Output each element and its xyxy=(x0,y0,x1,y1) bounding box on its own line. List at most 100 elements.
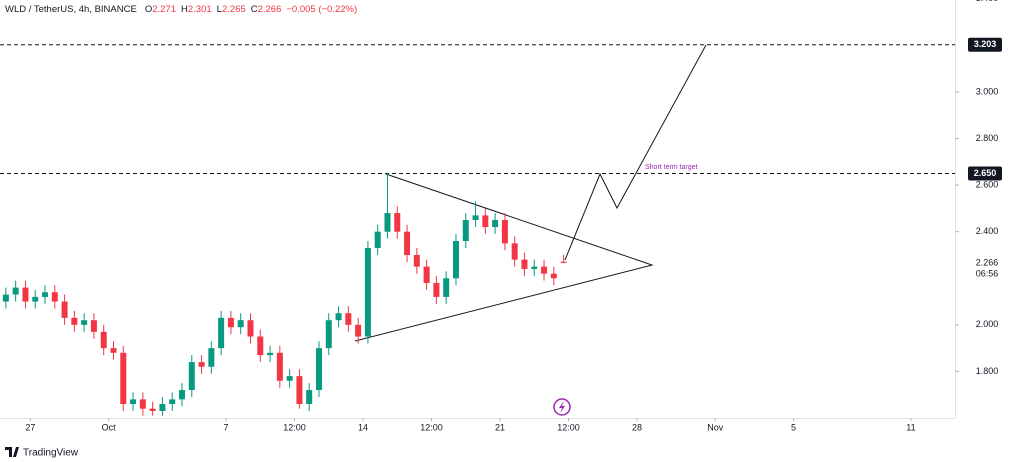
candle-body xyxy=(511,243,518,260)
x-tick-label: 27 xyxy=(25,422,35,432)
x-tick-label: 7 xyxy=(224,422,229,432)
last-price-label: 2.266 xyxy=(976,257,999,267)
annotation: Short term target xyxy=(645,164,698,171)
y-tick-label: 2.400 xyxy=(976,226,999,236)
triangle-lines xyxy=(354,173,654,342)
candle-body xyxy=(90,320,97,332)
candle-body xyxy=(492,220,499,228)
ohlc-key: L xyxy=(217,4,222,15)
candle-body xyxy=(462,220,469,242)
candle-body xyxy=(472,215,479,221)
candle-body xyxy=(482,215,489,228)
candle-body xyxy=(32,296,39,302)
header: WLD / TetherUS, 4h, BINANCE O2.271 H2.301 L… xyxy=(5,4,357,15)
candle-body xyxy=(325,320,332,349)
candle-body xyxy=(149,408,156,412)
logo-mark xyxy=(5,447,19,457)
candle-body xyxy=(247,320,254,337)
logo: TradingView xyxy=(5,447,79,459)
x-tick-label: 14 xyxy=(358,422,368,432)
candle-body xyxy=(404,231,411,255)
candle-body xyxy=(364,248,371,337)
candle-body xyxy=(198,362,205,367)
y-tick-label: 2.800 xyxy=(976,133,999,143)
candle-body xyxy=(139,399,146,409)
x-tick-label: Oct xyxy=(102,422,117,432)
candle-body xyxy=(81,320,88,325)
candle-body xyxy=(61,301,68,318)
candle-body xyxy=(159,404,166,412)
y-tick-label: 3.400 xyxy=(976,0,999,3)
candle-body xyxy=(423,266,430,283)
ohlc-key: H xyxy=(181,4,188,15)
candle-body xyxy=(345,313,352,325)
candle-body xyxy=(208,348,215,367)
x-tick-label: 28 xyxy=(632,422,642,432)
candle-body xyxy=(335,313,342,321)
projection-path xyxy=(564,44,707,261)
symbol: WLD / TetherUS, 4h, BINANCE xyxy=(5,4,137,15)
x-tick-label: 12:00 xyxy=(283,422,306,432)
triangle xyxy=(354,173,654,342)
candle-body xyxy=(384,213,391,232)
x-tick-label: 12:00 xyxy=(420,422,443,432)
ohlc-value: 2.266 xyxy=(258,4,282,15)
candle-body xyxy=(120,352,127,405)
y-tick-label: 2.600 xyxy=(976,180,999,190)
candle-body xyxy=(501,220,508,244)
candle-body xyxy=(374,231,381,249)
level-label: 3.203 xyxy=(974,39,997,49)
candle-body xyxy=(296,376,303,405)
candle-body xyxy=(306,390,313,405)
event-icon[interactable] xyxy=(553,398,571,416)
candle-body xyxy=(433,282,440,297)
x-tick-label: 12:00 xyxy=(557,422,580,432)
candle-body xyxy=(110,348,117,353)
candle-body xyxy=(521,259,528,269)
candle-body xyxy=(267,352,274,356)
candle-body xyxy=(531,266,538,269)
candle-body xyxy=(227,317,234,328)
candle-body xyxy=(355,324,362,337)
brand: TradingView xyxy=(23,448,79,459)
candle-body xyxy=(188,362,195,391)
candle-body xyxy=(276,352,283,381)
level-label: 2.650 xyxy=(974,168,997,178)
candle-body xyxy=(22,287,29,302)
candle-body xyxy=(237,320,244,328)
y-tick-label: 3.000 xyxy=(976,86,999,96)
candle-body xyxy=(257,336,264,356)
candle-body xyxy=(130,399,137,405)
x-tick-label: 21 xyxy=(495,422,505,432)
candle-body xyxy=(550,273,557,279)
change: −0.005 (−0.22%) xyxy=(286,4,357,15)
y-tick-label: 1.800 xyxy=(976,366,999,376)
ohlc-key: O xyxy=(145,4,152,15)
candle-body xyxy=(560,261,567,263)
ohlc-value: 2.265 xyxy=(222,4,246,15)
ohlc-value: 2.271 xyxy=(152,4,176,15)
candle-body xyxy=(100,331,107,349)
candle-body xyxy=(2,294,9,302)
header-line: WLD / TetherUS, 4h, BINANCE O2.271 H2.301 L… xyxy=(5,4,357,15)
candle-body xyxy=(452,241,459,279)
candle-body xyxy=(443,278,450,297)
candle-body xyxy=(71,317,78,325)
candle-body xyxy=(286,376,293,381)
ohlc-key: C xyxy=(251,4,258,15)
candle-body xyxy=(394,213,401,232)
candle-body xyxy=(413,254,420,267)
candle-body xyxy=(51,292,58,302)
candle-body xyxy=(315,348,322,391)
candle-body xyxy=(218,317,225,349)
x-tick-label: 5 xyxy=(791,422,796,432)
candle-body xyxy=(541,266,548,274)
x-tick-label: 11 xyxy=(906,422,915,432)
y-tick-label: 2.000 xyxy=(976,319,999,329)
candle-body xyxy=(12,287,19,295)
candle-body xyxy=(178,390,185,400)
level-box xyxy=(968,37,1002,52)
candle-body xyxy=(169,399,176,405)
